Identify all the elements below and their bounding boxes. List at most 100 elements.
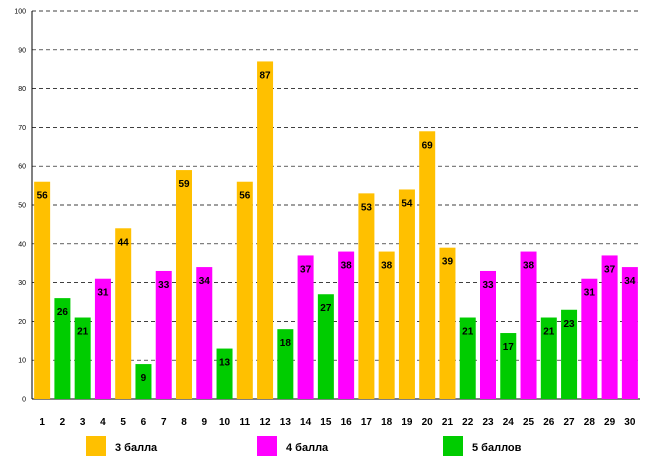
x-tick-label: 25 [523, 417, 535, 428]
x-tick-label: 16 [341, 417, 353, 428]
data-label: 31 [584, 288, 596, 299]
legend-swatch [86, 436, 106, 456]
data-label: 23 [564, 319, 576, 330]
y-tick-label: 60 [18, 164, 26, 171]
data-label: 59 [178, 179, 190, 190]
bar [236, 181, 253, 399]
bar [500, 333, 517, 399]
legend-swatch [443, 436, 463, 456]
bar [480, 270, 496, 399]
bar [115, 228, 132, 399]
data-label: 53 [361, 202, 373, 213]
data-label: 38 [341, 261, 353, 272]
bar [621, 267, 638, 399]
bar [419, 131, 436, 399]
x-tick-label: 2 [60, 417, 66, 428]
y-tick-label: 100 [14, 9, 26, 16]
data-label: 69 [422, 140, 434, 151]
bar [94, 278, 111, 399]
data-labels: 56 26 21 31 44 9 33 59 34 13 56 87 18 37 27 38 53 38 54 69 3… [37, 70, 636, 384]
bar [540, 317, 557, 399]
data-label: 34 [624, 276, 636, 287]
data-label: 13 [219, 358, 231, 369]
x-tick-label: 1 [39, 417, 45, 428]
data-label: 54 [401, 198, 413, 209]
bar [561, 309, 578, 399]
y-tick-label: 50 [18, 203, 26, 210]
bar [520, 251, 537, 399]
x-tick-label: 18 [381, 417, 393, 428]
legend-label: 4 балла [286, 442, 329, 454]
bar [398, 189, 415, 399]
data-label: 44 [118, 237, 130, 248]
legend-label: 5 баллов [472, 442, 522, 454]
bar [257, 61, 274, 399]
bar [297, 255, 314, 399]
x-tick-label: 6 [141, 417, 147, 428]
x-tick-label: 17 [361, 417, 373, 428]
x-tick-label: 3 [80, 417, 86, 428]
x-tick-label: 19 [401, 417, 413, 428]
data-label: 17 [503, 342, 515, 353]
y-tick-label: 90 [18, 47, 26, 54]
x-tick-label: 27 [564, 417, 576, 428]
x-tick-label: 11 [240, 417, 251, 428]
data-label: 38 [523, 261, 535, 272]
x-tick-label: 15 [320, 417, 332, 428]
x-tick-label: 20 [422, 417, 434, 428]
bar [439, 247, 456, 399]
bar [155, 270, 172, 399]
y-tick-label: 10 [18, 358, 26, 365]
x-tick-label: 29 [604, 417, 616, 428]
x-tick-label: 5 [120, 417, 126, 428]
bar [601, 255, 618, 399]
x-tick-label: 10 [219, 417, 231, 428]
x-tick-label: 7 [161, 417, 167, 428]
data-label: 9 [141, 373, 147, 384]
data-label: 26 [57, 307, 69, 318]
x-tick-label: 9 [201, 417, 207, 428]
data-label: 56 [37, 191, 49, 202]
x-tick-label: 30 [624, 417, 636, 428]
data-label: 18 [280, 338, 292, 349]
data-label: 56 [239, 191, 251, 202]
y-tick-label: 20 [18, 319, 26, 326]
bar [459, 317, 476, 399]
bar [54, 298, 71, 399]
x-tick-label: 4 [100, 417, 106, 428]
x-tick-label: 28 [584, 417, 596, 428]
gridlines [31, 10, 640, 400]
bar [196, 267, 213, 399]
x-axis-ticks: 1 2 3 4 5 6 7 8 9 10 11 12 13 14 15 16 17 18 19 20 21 22 23 24 2… [39, 417, 636, 428]
bar [317, 294, 334, 399]
bar [358, 193, 375, 399]
y-tick-label: 0 [22, 397, 26, 404]
legend-label: 3 балла [115, 442, 158, 454]
bar [74, 317, 91, 399]
x-tick-label: 14 [300, 417, 312, 428]
bar [176, 170, 192, 399]
data-label: 38 [381, 261, 393, 272]
x-tick-label: 23 [482, 417, 494, 428]
data-label: 37 [300, 264, 312, 275]
x-tick-label: 26 [543, 417, 555, 428]
data-label: 27 [320, 303, 332, 314]
bar [277, 329, 294, 399]
x-tick-label: 8 [181, 417, 187, 428]
bar [338, 251, 355, 399]
data-label: 21 [77, 327, 89, 338]
y-axis-ticks: 0 10 20 30 40 50 60 70 80 90 100 [14, 9, 26, 404]
data-label: 37 [604, 264, 616, 275]
bars [34, 61, 638, 399]
x-tick-label: 13 [280, 417, 292, 428]
legend: 3 балла 4 балла 5 баллов [86, 436, 522, 456]
y-tick-label: 30 [18, 280, 26, 287]
x-tick-label: 12 [260, 417, 272, 428]
data-label: 33 [158, 280, 170, 291]
data-label: 39 [442, 257, 454, 268]
y-tick-label: 80 [18, 86, 26, 93]
y-tick-label: 40 [18, 241, 26, 248]
legend-swatch [257, 436, 277, 456]
bar [135, 364, 152, 399]
